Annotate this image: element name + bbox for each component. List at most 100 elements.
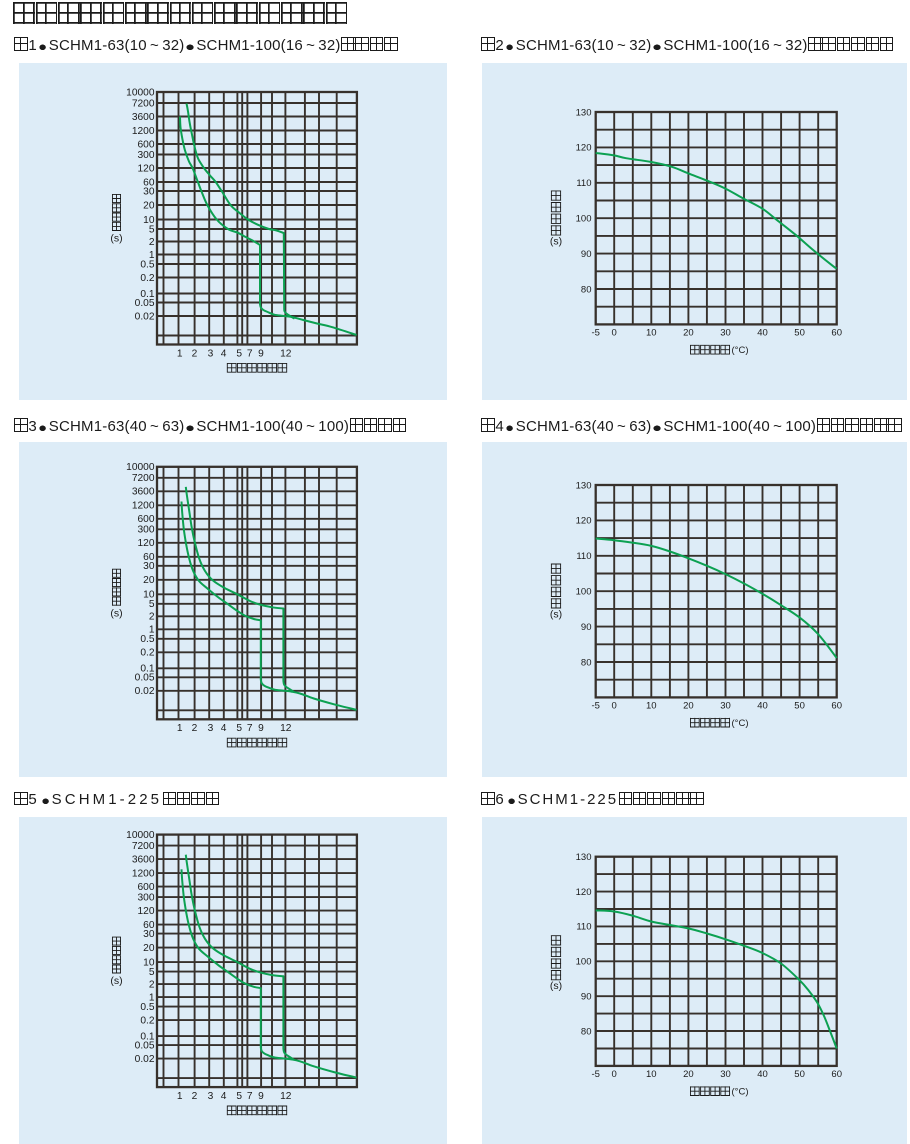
svg-text:100: 100 <box>576 957 592 968</box>
svg-text:(°C): (°C) <box>732 718 749 729</box>
svg-text:300: 300 <box>138 525 155 536</box>
svg-text:600: 600 <box>138 882 155 893</box>
svg-text:30: 30 <box>143 929 155 940</box>
svg-text:12: 12 <box>280 723 292 734</box>
svg-text:130: 130 <box>576 852 592 863</box>
svg-text:4: 4 <box>221 1091 227 1102</box>
svg-text:10: 10 <box>143 958 155 969</box>
svg-text:60: 60 <box>831 1069 842 1080</box>
svg-text:120: 120 <box>576 887 592 898</box>
svg-text:5: 5 <box>236 1091 242 1102</box>
svg-text:130: 130 <box>576 480 592 491</box>
svg-text:5: 5 <box>149 224 155 235</box>
svg-text:60: 60 <box>143 920 155 931</box>
svg-text:10000: 10000 <box>126 830 155 841</box>
svg-text:110: 110 <box>576 551 591 562</box>
svg-text:9: 9 <box>258 723 264 734</box>
svg-text:4: 4 <box>221 348 227 359</box>
svg-text:12: 12 <box>280 348 292 359</box>
svg-text:90: 90 <box>581 249 592 260</box>
svg-text:-5: -5 <box>591 701 599 712</box>
svg-text:120: 120 <box>138 163 155 174</box>
svg-text:(s): (s) <box>110 607 122 619</box>
svg-text:80: 80 <box>581 284 592 295</box>
svg-text:120: 120 <box>138 538 155 549</box>
svg-text:30: 30 <box>720 701 731 712</box>
svg-text:2: 2 <box>149 980 155 991</box>
svg-text:3: 3 <box>208 1091 214 1102</box>
svg-text:0.5: 0.5 <box>140 1002 154 1013</box>
svg-text:7200: 7200 <box>132 473 155 484</box>
svg-text:1: 1 <box>149 250 155 261</box>
svg-text:20: 20 <box>683 328 694 339</box>
svg-text:0.02: 0.02 <box>135 686 155 697</box>
svg-text:2: 2 <box>192 348 198 359</box>
svg-text:(°C): (°C) <box>732 345 749 356</box>
svg-text:60: 60 <box>143 552 155 563</box>
svg-text:40: 40 <box>757 328 768 339</box>
svg-text:3600: 3600 <box>132 855 155 866</box>
svg-text:60: 60 <box>143 177 155 188</box>
svg-text:110: 110 <box>576 922 591 933</box>
svg-text:-5: -5 <box>591 328 599 339</box>
svg-text:0: 0 <box>612 1069 617 1080</box>
svg-text:10: 10 <box>646 1069 657 1080</box>
svg-text:(s): (s) <box>110 975 122 987</box>
svg-text:10: 10 <box>646 701 657 712</box>
svg-text:100: 100 <box>576 214 592 225</box>
svg-text:130: 130 <box>576 107 592 118</box>
svg-text:0.05: 0.05 <box>135 298 155 309</box>
svg-text:5: 5 <box>236 723 242 734</box>
svg-text:80: 80 <box>581 1026 592 1037</box>
svg-text:7: 7 <box>247 348 253 359</box>
svg-text:3600: 3600 <box>132 487 155 498</box>
svg-text:2: 2 <box>192 723 198 734</box>
svg-text:0.2: 0.2 <box>140 1016 154 1027</box>
svg-text:90: 90 <box>581 992 592 1003</box>
svg-text:50: 50 <box>794 328 805 339</box>
svg-text:1: 1 <box>177 723 183 734</box>
svg-text:9: 9 <box>258 1091 264 1102</box>
svg-text:20: 20 <box>143 200 155 211</box>
svg-text:(s): (s) <box>110 233 122 245</box>
svg-text:600: 600 <box>138 514 155 525</box>
svg-text:2: 2 <box>149 237 155 248</box>
svg-text:40: 40 <box>757 1069 768 1080</box>
svg-text:300: 300 <box>138 893 155 904</box>
svg-text:600: 600 <box>138 139 155 150</box>
svg-text:7200: 7200 <box>132 98 155 109</box>
svg-text:-5: -5 <box>591 1069 599 1080</box>
svg-text:0.1: 0.1 <box>140 664 154 675</box>
svg-text:20: 20 <box>683 701 694 712</box>
svg-text:20: 20 <box>683 1069 694 1080</box>
svg-text:30: 30 <box>143 561 155 572</box>
svg-text:0.02: 0.02 <box>135 1054 155 1065</box>
svg-text:90: 90 <box>581 622 592 633</box>
svg-text:10000: 10000 <box>126 87 155 98</box>
svg-text:1200: 1200 <box>132 126 155 137</box>
svg-text:5: 5 <box>149 967 155 978</box>
svg-text:3: 3 <box>208 348 214 359</box>
svg-text:5: 5 <box>149 599 155 610</box>
svg-text:40: 40 <box>757 701 768 712</box>
svg-text:7: 7 <box>247 1091 253 1102</box>
svg-text:(s): (s) <box>550 980 562 992</box>
svg-text:0.1: 0.1 <box>140 1032 154 1043</box>
svg-text:20: 20 <box>143 575 155 586</box>
svg-text:3600: 3600 <box>132 112 155 123</box>
svg-text:0: 0 <box>612 701 617 712</box>
svg-text:1: 1 <box>149 993 155 1004</box>
svg-text:3: 3 <box>208 723 214 734</box>
svg-text:300: 300 <box>138 150 155 161</box>
svg-text:0.5: 0.5 <box>140 634 154 645</box>
svg-text:1: 1 <box>149 625 155 636</box>
svg-text:120: 120 <box>576 143 592 154</box>
svg-text:10: 10 <box>143 590 155 601</box>
svg-text:0: 0 <box>612 328 617 339</box>
svg-text:10: 10 <box>143 215 155 226</box>
svg-text:80: 80 <box>581 657 592 668</box>
svg-text:(s): (s) <box>550 236 562 248</box>
svg-text:0.05: 0.05 <box>135 1041 155 1052</box>
svg-text:7200: 7200 <box>132 841 155 852</box>
svg-text:1: 1 <box>177 348 183 359</box>
